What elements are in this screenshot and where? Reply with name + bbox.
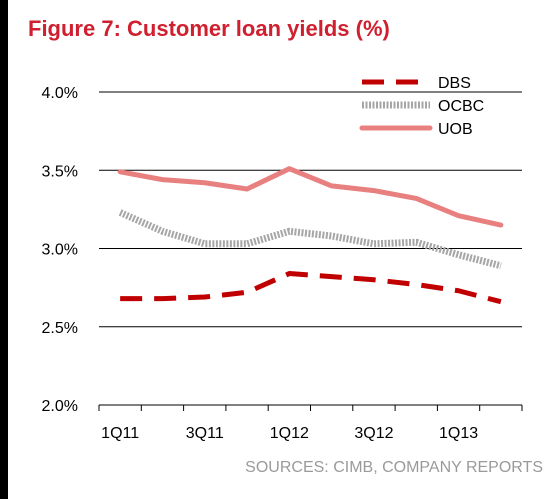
source-note: SOURCES: CIMB, COMPANY REPORTS xyxy=(245,459,543,476)
axis-layer: 2.0% 2.5% 3.0% 3.5% 4.0% 1Q11 3Q11 1Q12 3Q12 1Q13 xyxy=(42,85,523,442)
x-tick-label: 1Q11 xyxy=(101,425,139,442)
grid-layer xyxy=(99,91,522,328)
legend-label-uob: UOB xyxy=(438,121,473,138)
series-line-uob xyxy=(117,166,504,228)
series-line-dbs xyxy=(120,271,502,305)
series-line-ocbc xyxy=(118,209,502,270)
legend-label-ocbc: OCBC xyxy=(438,98,484,115)
left-border-bar xyxy=(0,0,8,499)
legend: DBS OCBC UOB xyxy=(359,75,484,138)
legend-label-dbs: DBS xyxy=(438,75,471,92)
series-layer xyxy=(117,166,504,305)
chart-title: Figure 7: Customer loan yields (%) xyxy=(28,16,390,41)
x-tick-label: 1Q12 xyxy=(270,425,309,442)
y-tick-label: 4.0% xyxy=(42,85,78,102)
y-tick-label: 3.5% xyxy=(42,163,78,180)
y-tick-label: 2.5% xyxy=(42,320,78,337)
x-tick-label: 1Q13 xyxy=(439,425,478,442)
x-tick-label: 3Q11 xyxy=(186,425,224,442)
x-tick-label: 3Q12 xyxy=(354,425,393,442)
y-tick-label: 2.0% xyxy=(42,398,78,415)
y-tick-label: 3.0% xyxy=(42,242,78,259)
